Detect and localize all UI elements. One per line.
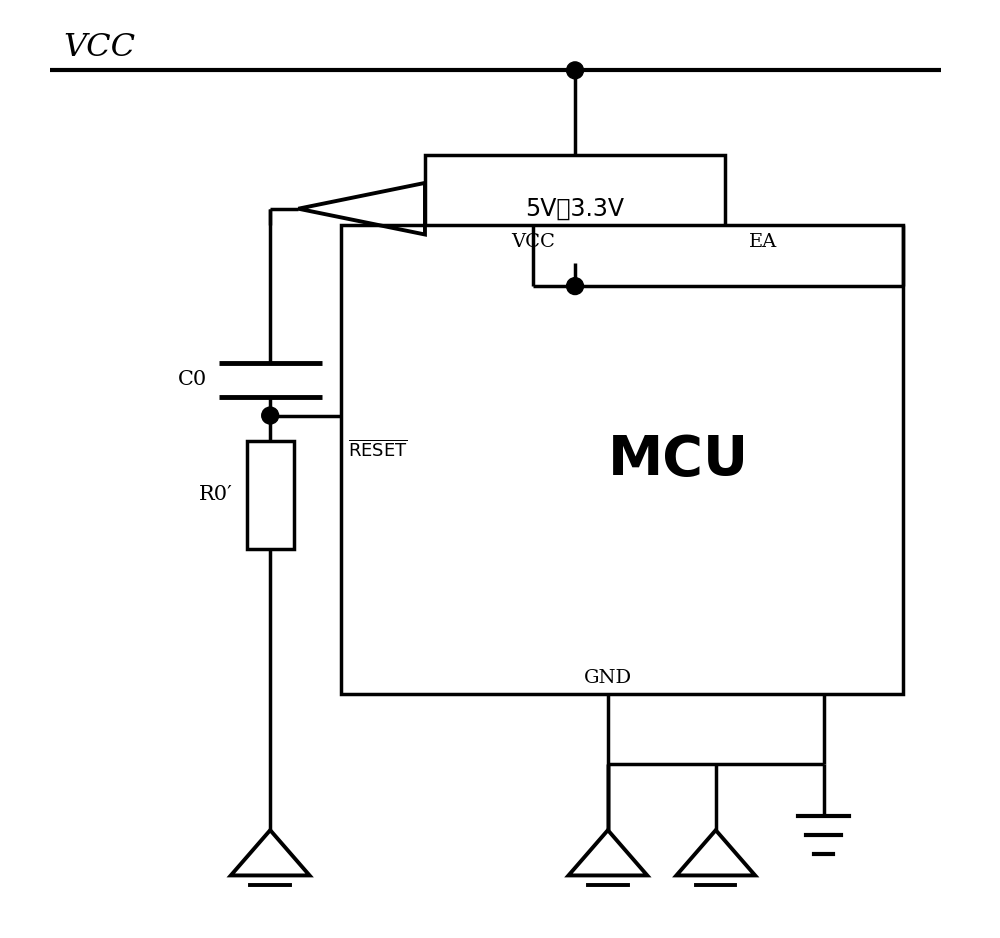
Text: R0′: R0′ xyxy=(199,485,233,505)
Circle shape xyxy=(567,62,583,79)
Bar xyxy=(247,441,294,549)
Text: 5V轢3.3V: 5V轢3.3V xyxy=(526,197,625,220)
Text: GND: GND xyxy=(584,669,632,687)
Text: VCC: VCC xyxy=(64,32,136,63)
Bar xyxy=(341,225,903,694)
Text: EA: EA xyxy=(749,233,777,250)
Text: MCU: MCU xyxy=(608,432,749,487)
Text: $\overline{\mathrm{RESET}}$: $\overline{\mathrm{RESET}}$ xyxy=(348,440,408,461)
Circle shape xyxy=(567,278,583,295)
Text: VCC: VCC xyxy=(511,233,555,250)
Circle shape xyxy=(262,407,279,424)
Text: C0: C0 xyxy=(178,371,207,389)
Bar xyxy=(425,155,725,263)
